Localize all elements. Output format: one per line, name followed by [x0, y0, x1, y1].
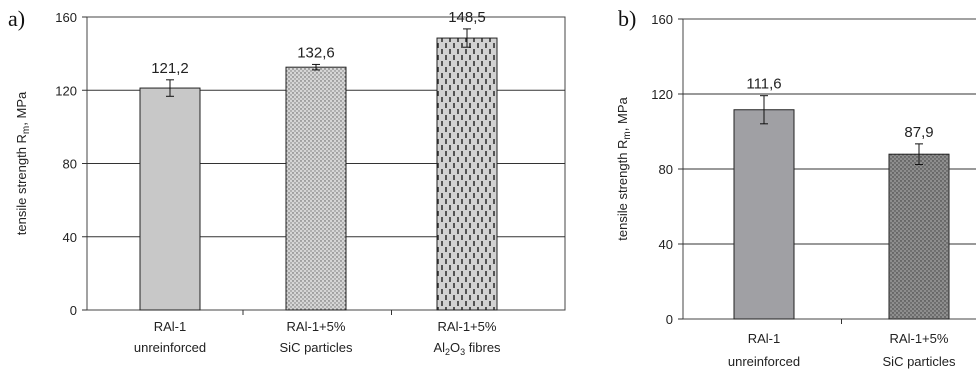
- chart2-panel-letter: b): [618, 6, 636, 31]
- chart2-ytick-label: 40: [659, 237, 673, 252]
- chart2-panel: b) 0 40 80 120 160 tensile strength Rm, MPa 111…: [615, 6, 976, 369]
- chart1-bar: [139, 87, 201, 311]
- chart1-ytick-label: 120: [55, 83, 77, 98]
- chart2-bar: [888, 153, 950, 320]
- chart1-ytick-label: 0: [70, 303, 77, 318]
- chart2-category-label-line2: unreinforced: [728, 354, 800, 369]
- chart1-category-label-line1: RAl-1+5%: [287, 319, 346, 334]
- chart1-ytick-label: 80: [63, 157, 77, 172]
- chart1-data-label: 121,2: [151, 60, 189, 77]
- chart1-category-label-line1: RAl-1: [154, 319, 187, 334]
- chart1-category-label-line2: SiC particles: [280, 340, 353, 355]
- chart2-ytick-label: 80: [659, 162, 673, 177]
- chart1-y-axis-label: tensile strength Rm, MPa: [14, 91, 32, 235]
- chart2-y-axis-label: tensile strength Rm, MPa: [615, 97, 633, 241]
- chart1-data-label: 132,6: [297, 44, 335, 61]
- chart1-ytick-label: 160: [55, 10, 77, 25]
- chart2-category-label-line2: SiC particles: [883, 354, 956, 369]
- chart1-category-label-line1: RAl-1+5%: [438, 319, 497, 334]
- chart2-ytick-label: 0: [666, 312, 673, 327]
- chart2-bar: [733, 109, 795, 320]
- chart2-category-label-line1: RAl-1+5%: [890, 331, 949, 346]
- chart2-category-label-line1: RAl-1: [748, 331, 781, 346]
- chart1-panel: a) 0 40 80 120 160 tensile strength Rm, MPa 121…: [8, 6, 566, 357]
- chart1-data-label: 148,5: [448, 9, 486, 26]
- chart2-data-label: 111,6: [746, 76, 781, 93]
- chart2-data-label: 87,9: [904, 124, 933, 141]
- chart1-bar: [436, 37, 498, 311]
- chart1-panel-letter: a): [8, 6, 25, 31]
- chart1-category-label-line2: unreinforced: [134, 340, 206, 355]
- chart2-ytick-label: 120: [651, 87, 673, 102]
- chart1-bar: [285, 66, 347, 311]
- chart1-category-label-line2: Al2O3 fibres: [433, 340, 501, 357]
- chart1-ytick-label: 40: [63, 230, 77, 245]
- chart2-ytick-label: 160: [651, 12, 673, 27]
